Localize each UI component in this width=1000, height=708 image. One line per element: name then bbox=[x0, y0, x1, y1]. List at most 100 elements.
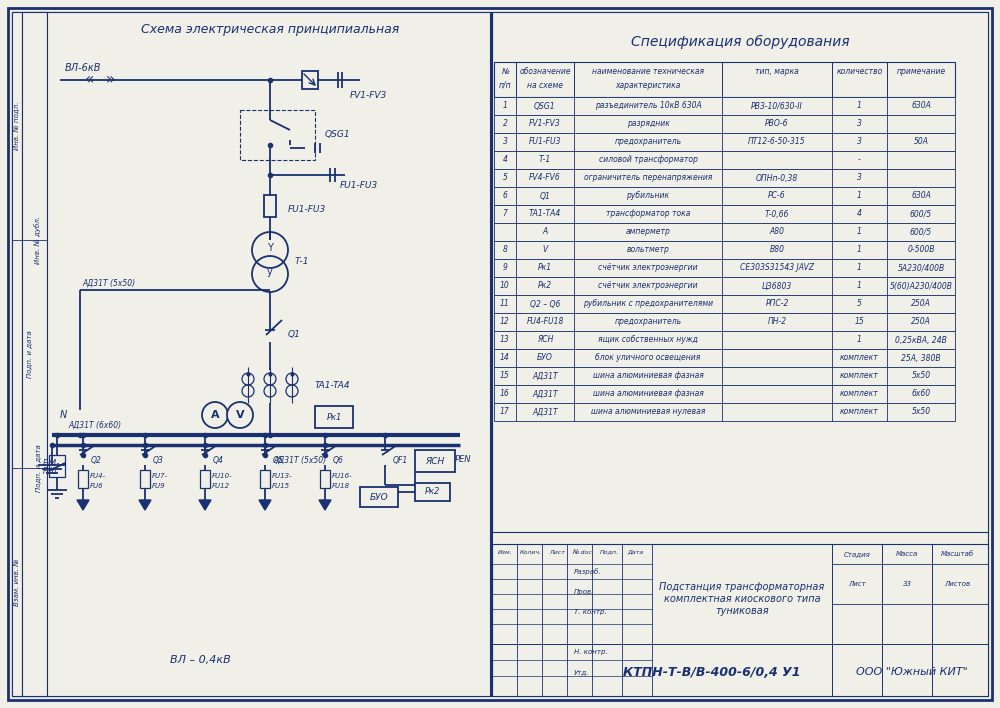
Text: 33: 33 bbox=[902, 581, 912, 587]
Text: ВЛ – 0,4кВ: ВЛ – 0,4кВ bbox=[170, 655, 230, 665]
Text: 10: 10 bbox=[500, 282, 510, 290]
Text: 15: 15 bbox=[500, 372, 510, 380]
Text: FU4-: FU4- bbox=[90, 473, 106, 479]
Text: FU4-FU18: FU4-FU18 bbox=[526, 317, 564, 326]
Polygon shape bbox=[139, 500, 151, 510]
Bar bbox=[494, 331, 955, 349]
Text: 3: 3 bbox=[857, 137, 862, 147]
Text: блок уличного освещения: блок уличного освещения bbox=[595, 353, 701, 362]
Text: 630А: 630А bbox=[911, 191, 931, 200]
Bar bbox=[494, 169, 955, 187]
Text: Колич.: Колич. bbox=[520, 549, 542, 554]
Text: 4: 4 bbox=[503, 156, 507, 164]
Text: АД31Т (5х50): АД31Т (5х50) bbox=[273, 455, 327, 464]
Bar bbox=[494, 403, 955, 421]
Text: п/п: п/п bbox=[499, 81, 511, 89]
Text: y: y bbox=[267, 267, 273, 277]
Text: 25А, 380В: 25А, 380В bbox=[901, 353, 941, 362]
Text: Q6: Q6 bbox=[333, 455, 344, 464]
Text: Т-0,66: Т-0,66 bbox=[765, 210, 789, 219]
Text: 3: 3 bbox=[857, 173, 862, 183]
Text: РС-6: РС-6 bbox=[768, 191, 786, 200]
Bar bbox=[22, 12, 47, 696]
Text: Рк1: Рк1 bbox=[538, 263, 552, 273]
Text: Масштаб: Масштаб bbox=[940, 551, 974, 557]
Bar bbox=[415, 450, 455, 472]
Text: счётчик электроэнергии: счётчик электроэнергии bbox=[598, 263, 698, 273]
Text: АД31Т: АД31Т bbox=[532, 408, 558, 416]
Text: Т-1: Т-1 bbox=[295, 258, 310, 266]
Text: Схема электрическая принципиальная: Схема электрическая принципиальная bbox=[141, 23, 399, 37]
Text: 6: 6 bbox=[503, 191, 507, 200]
Text: разрядник: разрядник bbox=[627, 120, 669, 128]
Bar bbox=[200, 470, 210, 488]
Text: на схеме: на схеме bbox=[527, 81, 563, 89]
Text: 1: 1 bbox=[857, 336, 862, 345]
Bar bbox=[140, 470, 150, 488]
Text: Рк2: Рк2 bbox=[424, 488, 440, 496]
Bar bbox=[320, 470, 330, 488]
Text: Q1: Q1 bbox=[540, 191, 550, 200]
Text: трансформатор тока: трансформатор тока bbox=[606, 210, 690, 219]
Circle shape bbox=[202, 402, 228, 428]
Text: №: № bbox=[501, 67, 509, 76]
Text: 16: 16 bbox=[500, 389, 510, 399]
Polygon shape bbox=[319, 500, 331, 510]
Text: TA1-TA4: TA1-TA4 bbox=[315, 380, 351, 389]
Bar bbox=[12, 12, 22, 696]
Bar bbox=[494, 295, 955, 313]
Text: N: N bbox=[60, 410, 67, 420]
Bar bbox=[49, 455, 65, 477]
Bar bbox=[302, 71, 318, 89]
Text: FU16-: FU16- bbox=[332, 473, 353, 479]
Text: V: V bbox=[542, 246, 548, 254]
Text: 600/5: 600/5 bbox=[910, 227, 932, 236]
Text: 600/5: 600/5 bbox=[910, 210, 932, 219]
Bar bbox=[494, 277, 955, 295]
Bar bbox=[494, 62, 955, 97]
Text: обозначение: обозначение bbox=[519, 67, 571, 76]
Text: 11: 11 bbox=[500, 299, 510, 309]
Text: 1: 1 bbox=[503, 101, 507, 110]
Text: FV6: FV6 bbox=[43, 467, 58, 476]
Bar bbox=[494, 205, 955, 223]
Text: Q4: Q4 bbox=[213, 455, 224, 464]
Text: АД31Т: АД31Т bbox=[532, 389, 558, 399]
Text: характеристика: характеристика bbox=[615, 81, 681, 89]
Text: 250А: 250А bbox=[911, 299, 931, 309]
Text: В80: В80 bbox=[770, 246, 784, 254]
Text: 4: 4 bbox=[857, 210, 862, 219]
Text: 17: 17 bbox=[500, 408, 510, 416]
Text: шина алюминиевая фазная: шина алюминиевая фазная bbox=[593, 389, 703, 399]
Text: Н. контр.: Н. контр. bbox=[574, 649, 608, 655]
Text: QSG1: QSG1 bbox=[325, 130, 351, 139]
Text: № doc.: № doc. bbox=[572, 549, 594, 554]
Text: Инв. № дубл.: Инв. № дубл. bbox=[35, 216, 41, 264]
Text: 13: 13 bbox=[500, 336, 510, 345]
Text: КТПН-Т-В/В-400-6/0,4 У1: КТПН-Т-В/В-400-6/0,4 У1 bbox=[623, 666, 801, 678]
Text: А: А bbox=[542, 227, 548, 236]
Bar bbox=[494, 187, 955, 205]
Text: FU1-FU3: FU1-FU3 bbox=[340, 181, 378, 190]
Text: Подп. и дата: Подп. и дата bbox=[26, 330, 32, 378]
Text: FU18: FU18 bbox=[332, 483, 350, 489]
Bar bbox=[494, 385, 955, 403]
Text: Q5: Q5 bbox=[273, 455, 284, 464]
Text: 14: 14 bbox=[500, 353, 510, 362]
Text: »: » bbox=[105, 72, 115, 88]
Text: ЯСН: ЯСН bbox=[537, 336, 553, 345]
Text: 1: 1 bbox=[857, 282, 862, 290]
Text: комплект: комплект bbox=[840, 408, 879, 416]
Text: количество: количество bbox=[836, 67, 883, 76]
Text: ТА1-ТА4: ТА1-ТА4 bbox=[529, 210, 561, 219]
Text: АД31Т (5х50): АД31Т (5х50) bbox=[82, 278, 135, 287]
Text: Рк1: Рк1 bbox=[326, 413, 342, 421]
Text: Спецификация оборудования: Спецификация оборудования bbox=[631, 35, 849, 49]
Text: предохранитель: предохранитель bbox=[614, 317, 682, 326]
Text: АД31Т (6х60): АД31Т (6х60) bbox=[68, 421, 121, 430]
Text: счётчик электроэнергии: счётчик электроэнергии bbox=[598, 282, 698, 290]
Bar bbox=[494, 241, 955, 259]
Text: Взам. инв. №: Взам. инв. № bbox=[14, 558, 20, 606]
Text: Подп. и дата: Подп. и дата bbox=[35, 444, 41, 492]
Text: 15: 15 bbox=[855, 317, 864, 326]
